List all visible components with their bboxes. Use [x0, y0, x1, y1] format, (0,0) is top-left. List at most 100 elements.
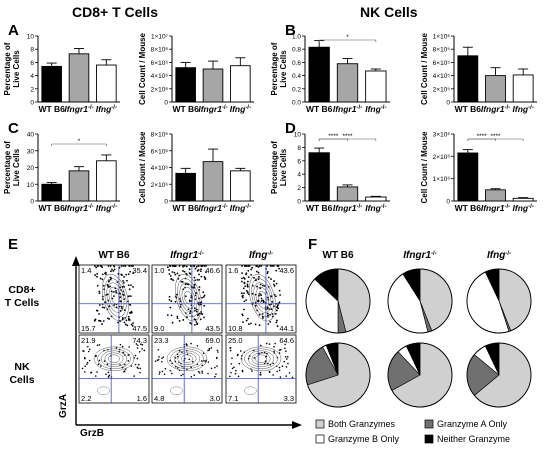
event-dot: [260, 297, 263, 300]
event-dot: [248, 323, 250, 325]
event-dot: [244, 285, 247, 288]
legend-swatch: [315, 434, 325, 444]
event-dot: [250, 322, 252, 325]
event-dot: [254, 279, 257, 282]
event-dot: [291, 376, 294, 379]
event-dot: [283, 360, 286, 363]
event-dot: [110, 290, 113, 293]
bar-chart-a2: 0 2×10⁶ 4×10⁶ 6×10⁶ 8×10⁶ 1×10⁷ Cell Count / M…: [138, 32, 254, 114]
category-label: Ifngr1-/-: [481, 203, 510, 213]
category-label: WT B6: [306, 203, 333, 213]
legend-swatch: [315, 419, 325, 429]
event-dot: [168, 269, 170, 271]
bar: [175, 172, 196, 202]
event-dot: [266, 272, 269, 275]
event-dot: [230, 371, 232, 374]
y-tick-label: 40: [27, 132, 35, 139]
event-dot: [196, 344, 199, 347]
event-dot: [96, 284, 99, 287]
y-tick-label: 0: [446, 100, 450, 107]
event-dot: [127, 319, 130, 321]
significance-label: ****: [328, 133, 339, 140]
contour: [166, 346, 208, 372]
event-dot: [202, 295, 205, 298]
event-dot: [193, 276, 196, 279]
event-dot: [102, 284, 105, 287]
y-tick-label: 6×10⁵: [433, 60, 451, 67]
pie-column-title: Ifngr1-/-: [403, 250, 436, 261]
pie-column-title: WT B6: [322, 250, 354, 261]
category-label: Ifng-/-: [96, 104, 117, 114]
event-dot: [259, 283, 262, 286]
event-dot: [284, 355, 287, 358]
bar: [96, 64, 117, 103]
event-dot: [198, 278, 200, 281]
legend-label: Neither Granzyme: [437, 434, 510, 444]
event-dot: [195, 321, 198, 323]
event-dot: [139, 367, 142, 370]
event-dot: [255, 265, 258, 267]
event-dot: [86, 361, 89, 364]
event-dot: [111, 297, 114, 300]
event-dot: [187, 308, 190, 311]
significance-label: ****: [342, 133, 353, 140]
category-label: Ifngr1-/-: [198, 104, 227, 114]
event-dot: [287, 362, 289, 365]
event-dot: [182, 319, 185, 321]
contour: [100, 350, 128, 368]
quadrant-value-lr: 3.3: [284, 394, 294, 403]
contour: [173, 350, 201, 368]
event-dot: [174, 357, 177, 359]
event-dot: [182, 265, 184, 268]
event-dot: [274, 313, 277, 315]
event-dot: [124, 265, 127, 267]
contour: [97, 386, 110, 396]
y-axis-label: Cell Count / Mouse: [138, 131, 147, 204]
event-dot: [195, 308, 198, 311]
event-dot: [158, 371, 161, 373]
event-dot: [262, 299, 264, 302]
quadrant-value-ll: 2.2: [81, 394, 91, 403]
quadrant-value-ul: 23.3: [154, 336, 169, 345]
event-dot: [272, 265, 275, 267]
event-dot: [244, 265, 246, 267]
event-dot: [87, 345, 89, 348]
event-dot: [247, 276, 250, 278]
event-dot: [268, 303, 271, 306]
event-dot: [269, 265, 272, 267]
event-dot: [113, 304, 116, 306]
event-dot: [185, 282, 187, 285]
quadrant-value-ll: 4.8: [154, 394, 164, 403]
event-dot: [229, 347, 231, 349]
event-dot: [284, 347, 286, 350]
category-label: Ifngr1-/-: [64, 203, 93, 213]
category-label: Ifngr1-/-: [333, 104, 362, 114]
quadrant-value-ul: 1.6: [228, 266, 238, 275]
event-dot: [195, 266, 198, 268]
event-dot: [259, 287, 262, 290]
event-dot: [136, 357, 139, 360]
y-tick-label: 20: [27, 165, 35, 172]
contour: [177, 278, 200, 317]
event-dot: [190, 376, 193, 378]
event-dot: [241, 265, 243, 267]
event-dot: [123, 321, 126, 324]
panel-label-a: A: [8, 22, 19, 39]
event-dot: [120, 305, 123, 308]
event-dot: [203, 304, 206, 307]
event-dot: [157, 348, 160, 351]
pie-outline: [387, 268, 453, 334]
event-dot: [87, 350, 90, 353]
event-dot: [208, 347, 211, 350]
event-dot: [268, 343, 271, 345]
bar: [308, 46, 330, 103]
y-tick-label: 0.8: [292, 47, 301, 54]
y-tick-label: 0.4: [292, 73, 301, 80]
bar: [230, 65, 251, 103]
event-dot: [121, 307, 123, 310]
event-dot: [258, 352, 261, 355]
bar: [457, 152, 479, 202]
event-dot: [238, 362, 241, 365]
contour: [93, 346, 135, 372]
